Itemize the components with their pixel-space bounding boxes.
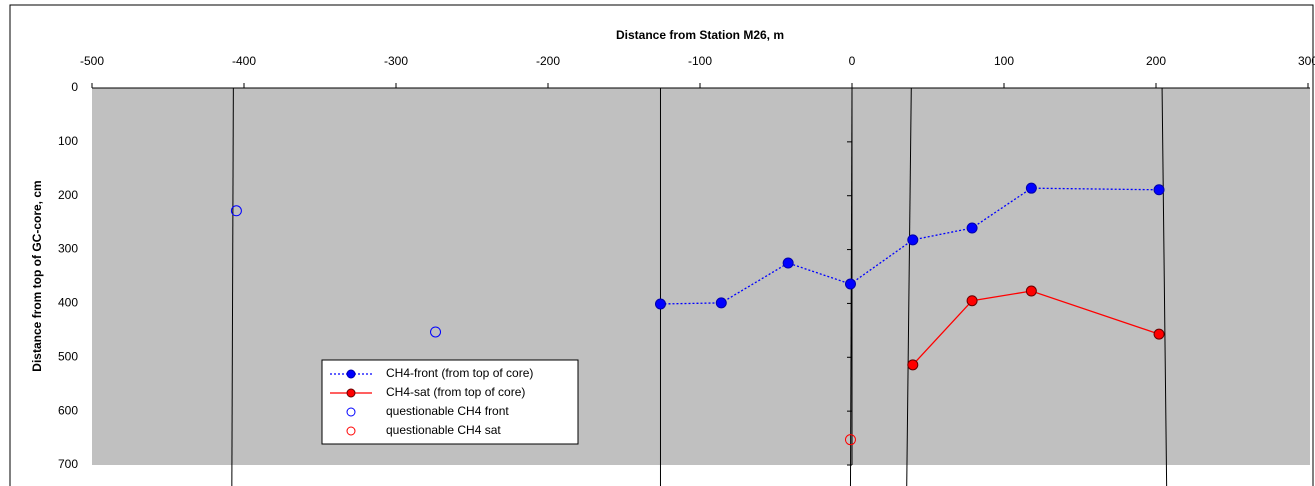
x-tick-label: -200 [536,54,560,68]
x-tick-label: -300 [384,54,408,68]
y-tick-label: 400 [58,296,78,310]
y-tick-label: 200 [58,188,78,202]
x-tick-label: -500 [80,54,104,68]
reference-line [1161,87,1168,486]
hollow-marker [844,434,856,446]
y-axis-title: Distance from top of GC-core, cm [30,180,44,371]
marker [1025,182,1037,194]
reference-line [906,87,912,486]
marker [966,295,978,307]
plot-area [92,88,1310,465]
legend-label: CH4-front (from top of core) [386,366,533,380]
y-tick-label: 300 [58,242,78,256]
marker [782,257,794,269]
x-tick-label: 200 [1146,54,1166,68]
marker [966,222,978,234]
x-tick-label: 0 [849,54,856,68]
x-tick-label: 300 [1298,54,1315,68]
y-tick-label: 100 [58,134,78,148]
marker [844,278,856,290]
x-tick-label: -400 [232,54,256,68]
y-tick-label: 500 [58,349,78,363]
legend-box [321,359,579,445]
hollow-marker [230,205,242,217]
marker [1153,184,1165,196]
series-line [912,290,1160,366]
legend-label: questionable CH4 sat [386,423,501,437]
legend-marker [346,369,356,379]
hollow-marker [430,326,442,338]
legend-label: CH4-sat (from top of core) [386,385,525,399]
marker [715,297,727,309]
legend-marker [346,388,356,398]
reference-line [231,87,234,486]
x-tick-label: -100 [688,54,712,68]
series-line [660,187,1160,305]
y-tick-label: 600 [58,403,78,417]
y-tick-label: 700 [58,457,78,471]
marker [654,298,666,310]
legend-marker [346,407,356,417]
legend-label: questionable CH4 front [386,404,509,418]
marker [1025,285,1037,297]
marker [907,234,919,246]
marker [1153,328,1165,340]
y-tick-label: 0 [71,80,78,94]
x-tick-label: 100 [994,54,1014,68]
x-axis-title: Distance from Station M26, m [616,28,784,42]
legend-marker [346,426,356,436]
marker [907,359,919,371]
